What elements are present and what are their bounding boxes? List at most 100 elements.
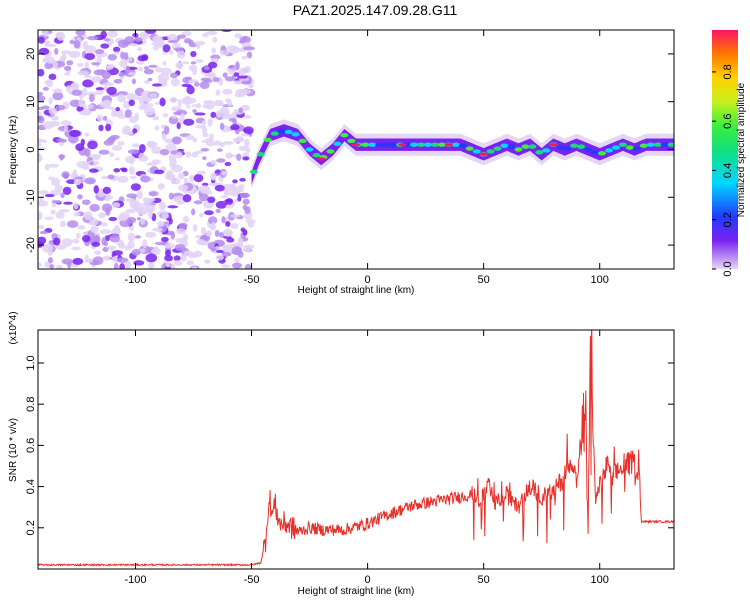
heatmap-cell xyxy=(224,229,232,237)
heatmap-cell xyxy=(161,132,167,141)
heatmap-cell xyxy=(183,250,195,257)
heatmap-cell xyxy=(180,113,185,118)
heatmap-cell xyxy=(113,51,120,55)
heatmap-cell xyxy=(113,225,121,234)
heatmap-cell xyxy=(95,87,105,91)
heatmap-cell xyxy=(152,197,162,204)
heatmap-cell xyxy=(38,68,45,77)
heatmap-ridge-peak xyxy=(398,143,407,147)
heatmap-cell xyxy=(209,133,215,140)
heatmap-cell xyxy=(232,262,243,269)
heatmap-cell xyxy=(114,157,120,161)
heatmap-cell xyxy=(84,52,96,61)
heatmap-ridge-blob xyxy=(500,143,509,148)
heatmap-cell xyxy=(244,264,252,269)
heatmap-cell xyxy=(242,46,255,51)
heatmap-cell xyxy=(113,262,119,269)
heatmap-ridge-blob xyxy=(521,144,530,149)
heatmap-cell xyxy=(98,124,104,132)
heatmap-cell xyxy=(216,148,223,152)
heatmap-ridge-blob xyxy=(584,147,593,152)
heatmap-cell xyxy=(211,47,217,54)
heatmap-cell xyxy=(169,50,174,55)
heatmap-cell xyxy=(130,183,141,191)
heatmap-cell xyxy=(173,255,181,262)
colorbar-ticks: 0.0 0.2 0.4 0.6 0.8 xyxy=(712,64,734,277)
heatmap-cell xyxy=(89,161,95,165)
heatmap-cell xyxy=(196,239,206,245)
heatmap-cell xyxy=(199,212,204,218)
heatmap-cell xyxy=(196,43,201,50)
y-tick-label: 20 xyxy=(25,48,37,60)
heatmap-cell xyxy=(71,89,83,96)
heatmap-cell xyxy=(165,143,177,153)
heatmap-ridge-blob xyxy=(312,153,321,158)
heatmap-cell xyxy=(193,174,204,183)
heatmap-cell xyxy=(225,98,231,103)
y-tick-label: 0.6 xyxy=(25,438,37,453)
heatmap-cell xyxy=(242,198,250,205)
heatmap-cell xyxy=(152,115,160,121)
heatmap-cell xyxy=(52,91,64,101)
heatmap-cell xyxy=(39,230,48,235)
heatmap-cell xyxy=(183,118,195,126)
heatmap-cell xyxy=(89,154,102,158)
heatmap-ridge-blob xyxy=(270,131,279,136)
heatmap-cell xyxy=(195,124,206,129)
heatmap-cell xyxy=(200,226,207,236)
heatmap-cell xyxy=(105,123,112,132)
heatmap-cell xyxy=(75,30,86,36)
heatmap-cell xyxy=(240,104,251,111)
y-tick-label: -10 xyxy=(25,189,37,205)
heatmap-cell xyxy=(215,200,228,209)
heatmap-cell xyxy=(59,154,64,161)
heatmap-ridge-band xyxy=(251,124,674,185)
heatmap-cell xyxy=(142,197,150,203)
heatmap-cell xyxy=(89,168,99,173)
heatmap-cell xyxy=(148,64,158,68)
heatmap-cell xyxy=(56,31,66,41)
heatmap-cell xyxy=(222,88,233,95)
heatmap-cell xyxy=(98,212,106,219)
heatmap-cell xyxy=(91,62,101,66)
heatmap-cell xyxy=(147,77,153,82)
heatmap-cell xyxy=(186,260,195,266)
heatmap-cell xyxy=(225,154,237,158)
heatmap-cell xyxy=(63,201,73,205)
heatmap-cell xyxy=(48,264,55,269)
heatmap-cell xyxy=(221,30,232,33)
heatmap-cell xyxy=(192,137,198,143)
heatmap-cell xyxy=(107,245,117,250)
heatmap-cell xyxy=(96,114,104,122)
heatmap-cell xyxy=(139,218,146,225)
heatmap-cell xyxy=(234,257,240,263)
heatmap-ridge-blob xyxy=(486,149,495,154)
heatmap-cell xyxy=(48,73,57,81)
heatmap-cell xyxy=(119,263,125,269)
heatmap-cell xyxy=(73,212,81,217)
heatmap-ridge-blob xyxy=(507,144,516,149)
heatmap-cell xyxy=(143,208,155,213)
heatmap-cell xyxy=(83,211,93,220)
heatmap-cell xyxy=(177,184,189,192)
heatmap-cell xyxy=(44,261,50,268)
heatmap-cell xyxy=(175,61,184,69)
heatmap-cell xyxy=(160,67,172,75)
heatmap-cell xyxy=(66,85,72,93)
heatmap-cell xyxy=(38,200,49,207)
heatmap-cell xyxy=(225,76,235,82)
heatmap-cell xyxy=(69,129,81,138)
heatmap-cell xyxy=(94,250,102,256)
heatmap-cell xyxy=(240,80,252,85)
heatmap-cell xyxy=(140,175,151,183)
heatmap-cell xyxy=(107,30,118,38)
heatmap-cell xyxy=(170,78,180,87)
heatmap-cell xyxy=(113,78,123,84)
x-tick-label: -50 xyxy=(244,574,260,586)
heatmap-cell xyxy=(145,253,158,263)
heatmap-cell xyxy=(81,87,88,97)
heatmap-cell xyxy=(38,262,43,268)
heatmap-cell xyxy=(174,243,186,251)
heatmap-cell xyxy=(102,246,109,253)
heatmap-cell xyxy=(44,216,54,220)
